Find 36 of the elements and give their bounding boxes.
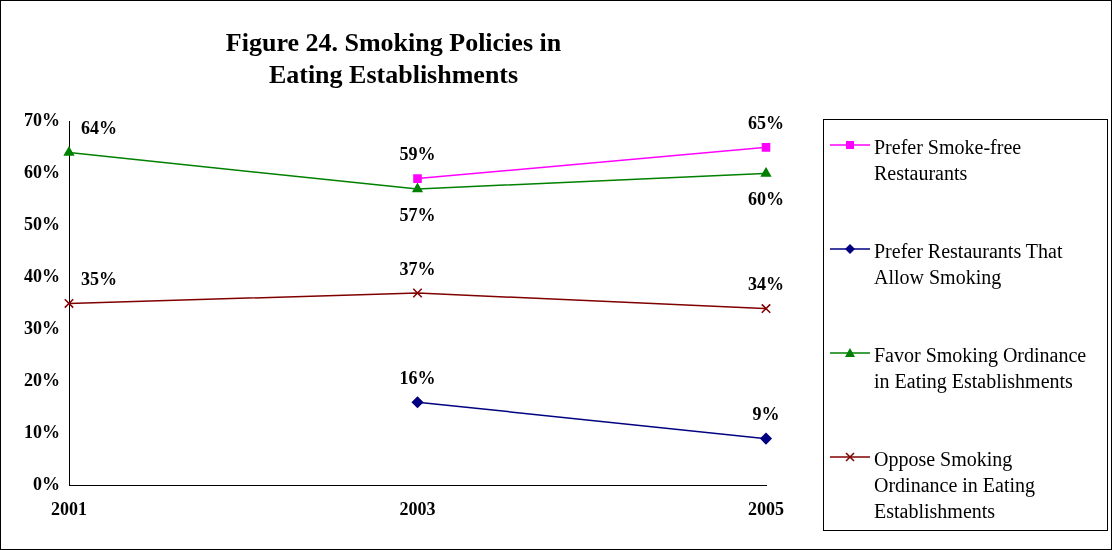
data-label: 9% (752, 404, 780, 425)
point (64, 298, 74, 309)
data-label: 60% (748, 189, 784, 210)
point (412, 288, 423, 298)
x-tick-label: 2001 (51, 498, 87, 519)
data-label: 64% (81, 118, 117, 139)
legend-label: Favor Smoking Ordinance in Eating Establishments (874, 343, 1088, 394)
y-tick-label: 50% (24, 214, 60, 235)
data-label: 35% (81, 269, 117, 290)
legend-label: Oppose Smoking Ordinance in Eating Establishments (874, 447, 1037, 524)
y-tick-label: 60% (24, 162, 60, 183)
x-tick-label: 2005 (748, 498, 784, 519)
data-label: 65% (748, 113, 784, 134)
point (761, 303, 771, 314)
x-tick-label: 2003 (399, 498, 436, 519)
point (761, 143, 771, 152)
y-tick-label: 20% (24, 370, 60, 391)
chart-title: Figure 24. Smoking Policies in Eating Establishments (225, 28, 562, 89)
point (412, 183, 423, 193)
y-tick-label: 0% (33, 474, 60, 495)
point (760, 432, 772, 445)
y-tick-label: 30% (24, 318, 60, 339)
legend-label: Prefer Restaurants That Allow Smoking (874, 239, 1064, 290)
data-label: 16% (399, 367, 436, 388)
point (760, 167, 772, 177)
data-label: 59% (399, 144, 436, 165)
point (63, 146, 75, 156)
point (413, 174, 422, 183)
data-label: 37% (399, 258, 436, 279)
legend-label: Prefer Smoke-free Restaurants (874, 135, 1023, 186)
data-label: 34% (748, 274, 784, 295)
y-tick-label: 70% (24, 110, 60, 131)
y-tick-label: 10% (24, 422, 60, 443)
data-label: 57% (399, 204, 436, 225)
point (411, 396, 424, 408)
y-tick-label: 40% (24, 266, 60, 287)
